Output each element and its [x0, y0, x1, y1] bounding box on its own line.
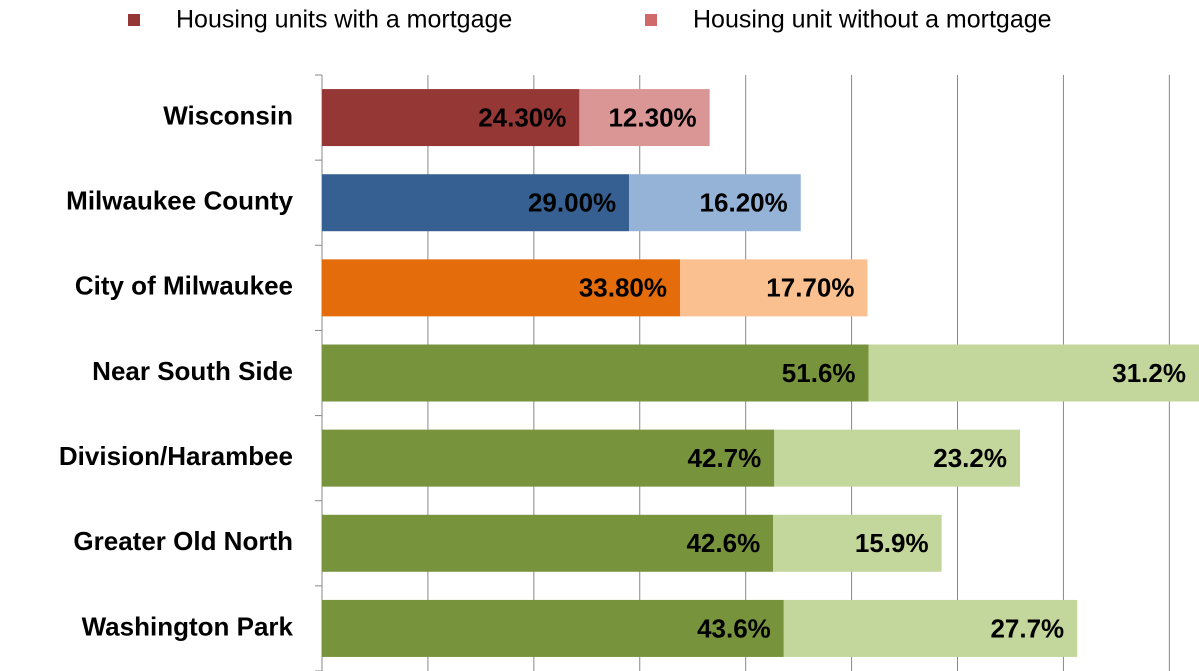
legend-label: Housing unit without a mortgage — [693, 6, 1052, 34]
category-label: Washington Park — [82, 611, 294, 641]
value-label: 27.7% — [990, 613, 1064, 643]
bar-segment — [322, 259, 681, 317]
bar-segment — [629, 174, 801, 232]
category-label: Wisconsin — [163, 100, 293, 130]
bar-segment — [322, 344, 869, 402]
value-label: 17.70% — [766, 273, 854, 303]
bar-segment — [322, 599, 784, 657]
legend-label: Housing units with a mortgage — [176, 6, 512, 34]
bar-segment — [783, 599, 1078, 657]
bar-segment — [579, 89, 710, 147]
value-label: 42.7% — [688, 443, 762, 473]
legend-marker — [645, 14, 657, 26]
bar-segment — [774, 429, 1020, 487]
bar-segment — [322, 514, 774, 572]
value-label: 31.2% — [1112, 358, 1186, 388]
bar-segment — [868, 344, 1199, 402]
value-label: 23.2% — [933, 443, 1007, 473]
value-label: 24.30% — [478, 102, 566, 132]
legend-marker — [128, 14, 140, 26]
category-label: City of Milwaukee — [75, 271, 293, 301]
value-label: 33.80% — [579, 273, 667, 303]
category-label: Milwaukee County — [66, 186, 293, 216]
bar-segment — [322, 429, 775, 487]
category-label: Near South Side — [92, 356, 293, 386]
bar-segment — [773, 514, 942, 572]
bar-segment — [322, 89, 580, 147]
value-label: 12.30% — [608, 102, 696, 132]
bar-segment — [680, 259, 868, 317]
value-label: 42.6% — [686, 528, 760, 558]
value-label: 16.20% — [700, 188, 788, 218]
value-label: 51.6% — [782, 358, 856, 388]
value-label: 15.9% — [855, 528, 929, 558]
category-label: Division/Harambee — [59, 441, 293, 471]
value-label: 43.6% — [697, 613, 771, 643]
bar-segment — [322, 174, 630, 232]
category-label: Greater Old North — [73, 526, 293, 556]
value-label: 29.00% — [528, 188, 616, 218]
